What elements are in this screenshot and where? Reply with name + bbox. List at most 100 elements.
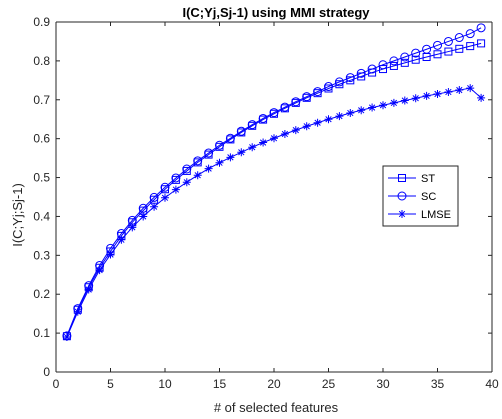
y-tick-label: 0 <box>43 365 50 379</box>
data-point-sc <box>411 48 421 58</box>
data-point-lmse <box>477 93 486 102</box>
data-point-sc <box>182 164 192 174</box>
y-tick-label: 0.2 <box>33 287 50 301</box>
data-point-sc <box>443 36 453 46</box>
data-point-sc <box>247 120 257 130</box>
y-tick-label: 0.9 <box>33 15 50 29</box>
series-layer <box>62 23 486 341</box>
data-point-sc <box>138 203 148 213</box>
x-tick-label: 15 <box>213 377 227 391</box>
data-point-sc <box>465 29 475 39</box>
data-point-lmse <box>150 202 159 211</box>
data-point-st <box>433 50 442 59</box>
x-tick-label: 40 <box>485 377 499 391</box>
data-point-lmse <box>302 122 311 131</box>
data-point-lmse <box>400 96 409 105</box>
data-point-lmse <box>226 153 235 162</box>
data-point-st <box>379 65 387 74</box>
legend-marker-st <box>398 174 406 182</box>
data-point-sc <box>225 133 235 143</box>
legend-item-lmse: LMSE <box>388 209 451 221</box>
series-sc <box>62 23 486 341</box>
legend-item-st: ST <box>388 173 435 185</box>
data-point-st <box>455 44 464 53</box>
data-point-sc <box>204 148 214 158</box>
data-point-sc <box>356 68 366 78</box>
data-point-sc <box>367 64 377 74</box>
data-point-st <box>477 39 486 48</box>
legend-item-sc: SC <box>388 191 436 203</box>
data-point-lmse <box>433 89 442 98</box>
y-axis: 0 0.1 0.2 0.3 0.4 0.5 0.6 0.7 0.8 0.9 <box>33 15 492 379</box>
y-tick-label: 0.1 <box>33 326 50 340</box>
y-tick-label: 0.4 <box>33 209 50 223</box>
data-point-sc <box>302 92 312 102</box>
data-point-lmse <box>411 94 420 103</box>
data-point-lmse <box>389 98 398 107</box>
data-point-lmse <box>161 193 169 202</box>
legend-label-sc: SC <box>421 191 436 203</box>
data-point-lmse <box>204 164 213 173</box>
y-tick-label: 0.5 <box>33 171 50 185</box>
data-point-lmse <box>280 130 289 138</box>
x-tick-label: 30 <box>376 377 390 391</box>
series-lmse <box>62 84 486 341</box>
data-point-lmse <box>357 106 366 115</box>
x-axis-label: # of selected features <box>214 400 339 415</box>
data-point-lmse <box>270 134 278 143</box>
data-point-sc <box>149 192 159 202</box>
data-point-sc <box>433 40 442 50</box>
x-axis: 0 5 10 15 20 25 30 35 40 <box>53 22 499 391</box>
data-point-lmse <box>95 266 104 275</box>
data-point-lmse <box>128 223 137 232</box>
data-point-sc <box>269 108 279 118</box>
data-point-st <box>444 47 453 56</box>
data-point-sc <box>389 56 399 66</box>
data-point-sc <box>280 102 290 112</box>
legend-label-st: ST <box>421 173 435 185</box>
data-point-st <box>389 61 398 70</box>
data-point-sc <box>334 77 344 87</box>
data-point-sc <box>422 44 432 54</box>
y-tick-label: 0.7 <box>33 93 50 107</box>
data-point-sc <box>454 33 464 43</box>
data-point-sc <box>215 140 224 150</box>
data-point-sc <box>291 97 301 107</box>
data-point-sc <box>160 182 170 192</box>
data-point-lmse <box>182 178 191 187</box>
data-point-lmse <box>84 285 93 294</box>
y-tick-label: 0.3 <box>33 248 50 262</box>
data-point-lmse <box>248 143 257 152</box>
data-point-sc <box>171 173 181 183</box>
data-point-lmse <box>335 112 344 121</box>
data-point-lmse <box>291 126 300 135</box>
data-point-st <box>411 55 420 64</box>
data-point-lmse <box>73 307 82 316</box>
data-point-lmse <box>346 109 355 117</box>
data-point-lmse <box>139 212 148 221</box>
y-tick-label: 0.8 <box>33 54 50 68</box>
data-point-lmse <box>259 138 268 147</box>
data-point-lmse <box>324 115 333 124</box>
x-tick-label: 0 <box>53 377 60 391</box>
y-tick-label: 0.6 <box>33 132 50 146</box>
legend-label-lmse: LMSE <box>421 209 451 221</box>
data-point-lmse <box>171 185 180 194</box>
data-point-sc <box>193 156 203 166</box>
x-tick-label: 20 <box>267 377 281 391</box>
data-point-lmse <box>62 333 71 341</box>
data-point-sc <box>324 82 333 92</box>
chart-title: I(C;Yj,Sj-1) using MMI strategy <box>182 5 370 20</box>
data-point-st <box>466 42 475 51</box>
data-point-sc <box>378 60 388 70</box>
x-tick-label: 25 <box>322 377 336 391</box>
data-point-lmse <box>444 88 453 96</box>
data-point-lmse <box>117 235 126 244</box>
data-point-lmse <box>193 171 202 180</box>
legend-marker-sc <box>397 191 407 201</box>
data-point-lmse <box>455 86 464 95</box>
legend: ST SC LMSE <box>382 165 459 227</box>
data-point-sc <box>313 87 323 97</box>
data-point-lmse <box>379 101 387 110</box>
data-point-sc <box>400 52 410 62</box>
